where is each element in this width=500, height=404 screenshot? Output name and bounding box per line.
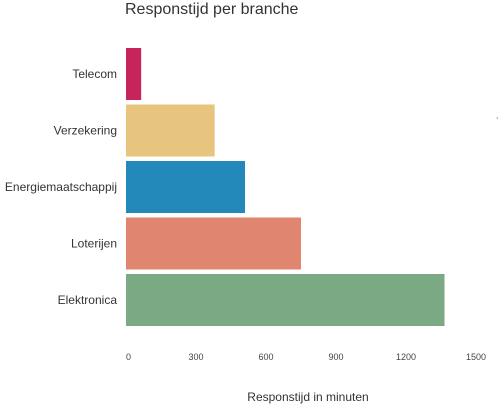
x-tick-label-0: 0 — [126, 352, 131, 362]
x-tick-label-1200: 1200 — [396, 352, 416, 362]
x-tick-label-1500: 1500 — [466, 352, 486, 362]
x-tick-label-900: 900 — [328, 352, 343, 362]
category-label-elektronica: Elektronica — [58, 293, 118, 307]
category-label-energiemaatschappij: Energiemaatschappij — [5, 180, 117, 194]
edge-tick-mark: , — [496, 111, 498, 120]
bar-loterijen — [126, 217, 301, 270]
bar-energiemaatschappij — [126, 161, 245, 213]
category-label-telecom: Telecom — [72, 67, 117, 81]
bar-elektronica — [126, 274, 445, 326]
x-tick-label-300: 300 — [188, 352, 203, 362]
chart-title: Responstijd per branche — [125, 1, 299, 18]
category-label-loterijen: Loterijen — [71, 237, 117, 251]
category-labels: Telecom Verzekering Energiemaatschappij Lot… — [5, 67, 117, 307]
x-tick-label-600: 600 — [258, 352, 273, 362]
x-axis-title: Responstijd in minuten — [247, 390, 368, 404]
bar-verzekering — [126, 104, 215, 157]
category-label-verzekering: Verzekering — [54, 124, 117, 138]
x-tick-labels: 0 300 600 900 1200 1500 — [126, 352, 486, 362]
bars-layer — [126, 48, 445, 326]
bar-telecom — [126, 48, 142, 100]
